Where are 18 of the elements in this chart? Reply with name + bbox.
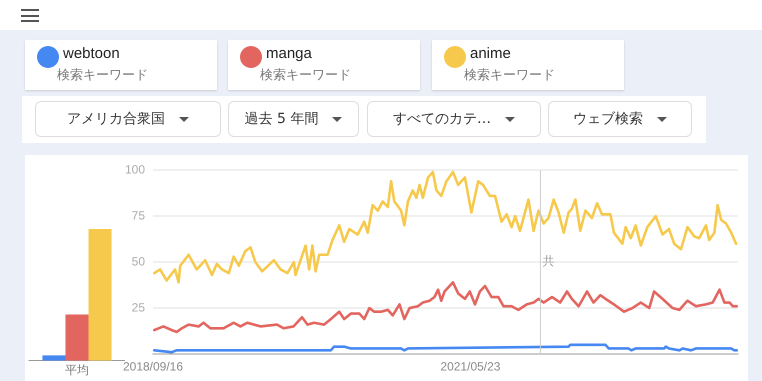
text: アメリカ合衆国 (67, 110, 165, 128)
legend-label: webtoon (63, 45, 120, 62)
text: すべてのカテ… (393, 110, 491, 128)
y-tick-label: 100 (124, 162, 146, 177)
text: 検索キーワード (57, 67, 148, 84)
y-tick-label: 25 (132, 300, 146, 314)
legend-label: anime (470, 45, 511, 62)
text: 検索キーワード (260, 67, 351, 84)
x-tick-label: 2021/05/23 (440, 360, 501, 374)
y-tick-label: 50 (132, 254, 146, 268)
text: ウェブ検索 (573, 110, 643, 128)
ref-line-label: 共 (542, 254, 554, 268)
text: 検索キーワード (464, 67, 555, 84)
text: 過去 5 年間 (244, 110, 318, 128)
y-tick-label: 75 (132, 208, 146, 222)
legend-label: manga (266, 45, 312, 62)
x-tick-label: 平均 (65, 362, 89, 377)
x-tick-label: 2018/09/16 (122, 360, 184, 374)
